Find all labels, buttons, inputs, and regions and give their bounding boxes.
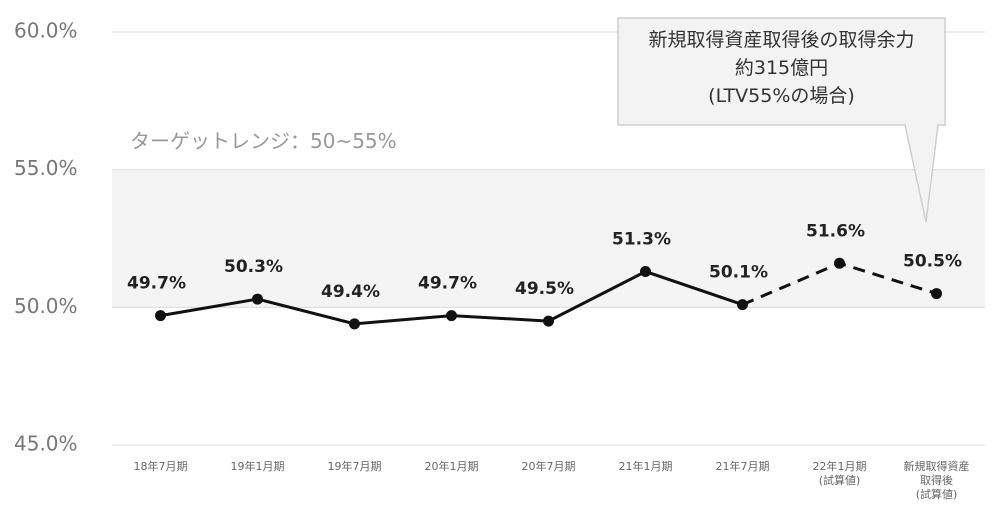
data-label: 50.3% [224, 257, 283, 277]
y-tick-label: 50.0% [14, 294, 78, 318]
y-tick-label: 55.0% [14, 156, 78, 180]
point [640, 266, 651, 278]
point [349, 318, 360, 330]
y-tick-label: 60.0% [14, 19, 78, 43]
target-label: ターゲットレンジ：50~55% [130, 129, 397, 153]
data-label: 49.4% [321, 282, 380, 302]
x-tick-label: 18年7月期 [133, 460, 188, 473]
data-label: 51.3% [612, 230, 671, 250]
x-tick-label: 21年1月期 [618, 460, 673, 473]
data-label: 49.7% [127, 274, 186, 294]
point [931, 288, 942, 300]
point [834, 257, 845, 269]
data-label: 50.1% [709, 263, 768, 283]
x-tick-label: 19年1月期 [230, 460, 285, 473]
x-tick-label: 新規取得資産 取得後 (試算値) [903, 460, 970, 501]
point [446, 310, 457, 322]
point [737, 299, 748, 311]
callout-box [617, 17, 946, 223]
x-tick-label: 22年1月期 (試算値) [812, 460, 867, 487]
data-label: 49.7% [418, 274, 477, 294]
point [252, 293, 263, 305]
y-tick-label: 45.0% [14, 432, 78, 456]
point [543, 315, 554, 327]
x-tick-label: 19年7月期 [327, 460, 382, 473]
point [155, 310, 166, 322]
data-label: 49.5% [515, 279, 574, 299]
x-tick-label: 20年1月期 [424, 460, 479, 473]
x-tick-label: 21年7月期 [715, 460, 770, 473]
x-tick-label: 20年7月期 [521, 460, 576, 473]
data-label: 50.5% [903, 252, 962, 272]
target-band [112, 169, 985, 308]
annotation: 新規取得資産取得後の取得余力 約315億円 (LTV55%の場合) [648, 29, 915, 107]
data-label: 51.6% [806, 221, 865, 241]
